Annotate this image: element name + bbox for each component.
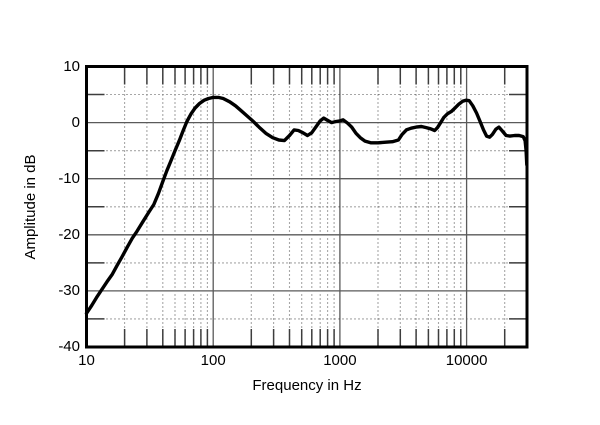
- x-tick-label-100: 100: [200, 352, 226, 369]
- y-tick-label-10: 10: [63, 57, 80, 75]
- y-tick-label-m10: -10: [58, 169, 80, 187]
- x-tick-label-10000: 10000: [445, 352, 488, 369]
- x-tick-label-10: 10: [78, 352, 95, 369]
- y-tick-label-m40: -40: [58, 338, 80, 355]
- x-axis-title: Frequency in Hz: [252, 377, 362, 394]
- y-tick-label-m20: -20: [58, 225, 80, 243]
- y-axis-title: Amplitude in dB: [22, 154, 39, 260]
- y-tick-label-m30: -30: [58, 281, 80, 299]
- x-tick-label-1000: 1000: [323, 352, 357, 369]
- y-tick-label-0: 0: [71, 113, 80, 131]
